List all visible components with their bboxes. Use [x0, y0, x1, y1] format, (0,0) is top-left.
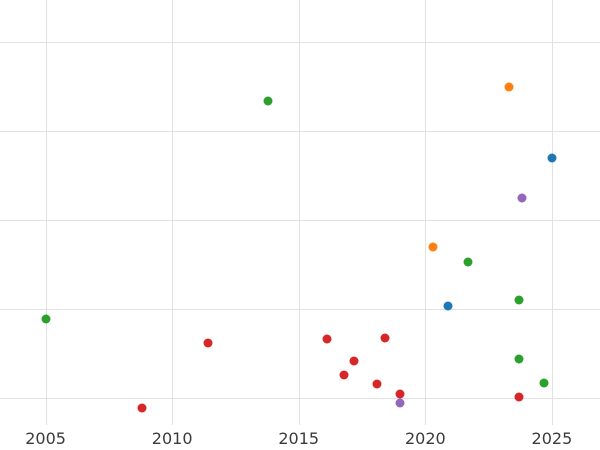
horizontal-gridline	[0, 397, 600, 399]
vertical-gridline	[298, 0, 300, 425]
scatter-point-series-red	[514, 392, 524, 402]
scatter-point-series-red	[137, 403, 147, 413]
scatter-point-series-green	[539, 378, 549, 388]
scatter-point-series-green	[41, 314, 51, 324]
x-tick-label: 2025	[531, 429, 573, 448]
scatter-point-series-red	[322, 334, 332, 344]
scatter-point-series-purple	[395, 398, 405, 408]
x-tick-label: 2010	[151, 429, 193, 448]
scatter-point-series-green	[463, 257, 473, 267]
scatter-point-series-red	[372, 379, 382, 389]
scatter-point-series-orange	[428, 242, 438, 252]
scatter-point-series-blue	[443, 301, 453, 311]
vertical-gridline	[551, 0, 553, 425]
horizontal-gridline	[0, 308, 600, 310]
scatter-point-series-red	[349, 356, 359, 366]
horizontal-gridline	[0, 42, 600, 44]
vertical-gridline	[45, 0, 47, 425]
vertical-gridline	[425, 0, 427, 425]
x-tick-label: 2020	[404, 429, 446, 448]
scatter-point-series-red	[203, 338, 213, 348]
scatter-point-series-green	[514, 354, 524, 364]
x-tick-label: 2015	[278, 429, 320, 448]
scatter-point-series-red	[339, 370, 349, 380]
scatter-point-series-purple	[517, 193, 527, 203]
horizontal-gridline	[0, 220, 600, 222]
scatter-point-series-green	[263, 96, 273, 106]
vertical-gridline	[172, 0, 174, 425]
plot-area	[0, 0, 600, 425]
scatter-point-series-red	[395, 389, 405, 399]
scatter-point-series-orange	[504, 82, 514, 92]
scatter-point-series-blue	[547, 153, 557, 163]
x-tick-label: 2005	[25, 429, 66, 448]
scatter-point-series-red	[380, 333, 390, 343]
scatter-point-series-green	[514, 295, 524, 305]
horizontal-gridline	[0, 130, 600, 132]
